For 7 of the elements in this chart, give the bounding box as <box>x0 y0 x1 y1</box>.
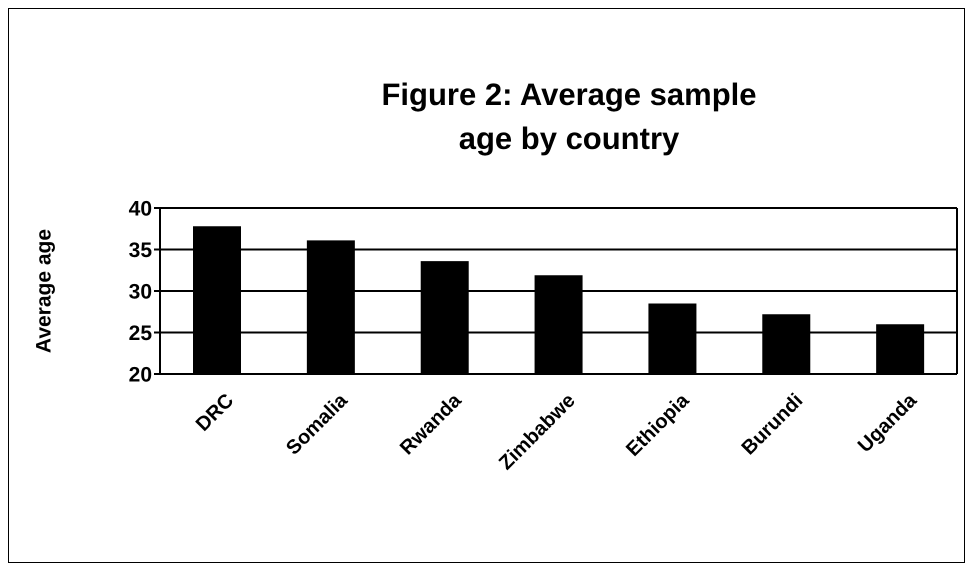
y-tick-label: 30 <box>128 280 152 304</box>
y-tick-label: 40 <box>128 197 152 220</box>
chart-title: Figure 2: Average sample age by country <box>380 76 758 158</box>
y-axis-title: Average age <box>32 228 56 354</box>
y-tick-label: 20 <box>128 363 152 386</box>
y-tick-label: 35 <box>128 238 152 262</box>
y-tick-label: 25 <box>128 322 152 345</box>
